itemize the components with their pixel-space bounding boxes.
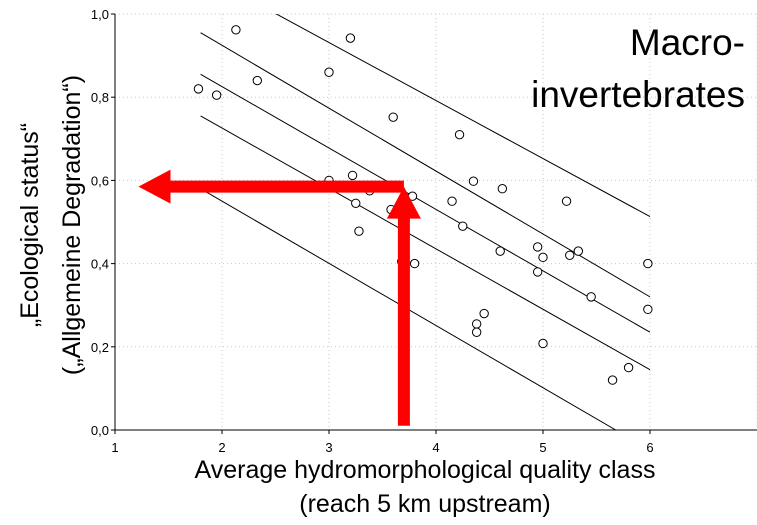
data-point: [471, 319, 482, 329]
y-axis-title-line-2: („Allgemeine Degradation“): [58, 75, 86, 375]
overlay-title-line-2: invertebrates: [531, 74, 745, 115]
y-tick-label: 0,8: [91, 90, 109, 105]
data-point: [447, 196, 457, 206]
grid: [115, 13, 757, 430]
data-point: [252, 75, 263, 86]
data-point: [231, 25, 241, 35]
y-tick-label: 0,6: [91, 173, 109, 188]
data-point: [345, 33, 356, 43]
data-point: [538, 338, 548, 349]
data-point: [347, 170, 358, 181]
regression-lines: [200, 14, 651, 430]
x-axis-title-line-2: (reach 5 km upstream): [299, 490, 550, 518]
y-tick-label: 1,0: [91, 7, 109, 22]
data-point: [479, 308, 489, 319]
x-tick-label: 6: [646, 440, 653, 455]
x-axis-title-line-1: Average hydromorphological quality class: [195, 456, 656, 484]
x-tick-label: 5: [539, 440, 546, 455]
data-point: [409, 258, 420, 269]
red-arrow: [386, 186, 421, 426]
y-tick-label: 0,2: [91, 340, 109, 355]
overlay-title-line-1: Macro-: [630, 22, 745, 63]
data-point: [495, 246, 505, 256]
y-tick-label: 0,0: [91, 423, 109, 438]
data-point: [565, 250, 575, 260]
data-point: [351, 198, 361, 208]
data-point: [623, 362, 634, 373]
annotation-arrows: [138, 169, 421, 426]
data-point: [532, 242, 543, 252]
data-point: [471, 327, 482, 337]
x-tick-label: 3: [325, 440, 332, 455]
data-point: [193, 84, 204, 94]
data-point: [643, 258, 653, 269]
trend-line: [200, 32, 651, 298]
x-tick-label: 2: [218, 440, 225, 455]
data-point: [538, 252, 548, 263]
data-point: [354, 226, 364, 236]
trend-line: [200, 115, 651, 371]
x-tick-label: 1: [111, 440, 118, 455]
data-point: [586, 292, 596, 302]
trend-line: [275, 14, 651, 218]
data-point: [497, 184, 508, 194]
data-point: [532, 267, 543, 277]
data-point: [458, 221, 468, 231]
data-point: [561, 196, 572, 206]
data-point: [211, 90, 222, 100]
data-point: [643, 304, 653, 315]
data-point: [388, 112, 398, 122]
data-point: [607, 375, 618, 385]
y-axis-title-line-1: „Ecological status“: [16, 123, 44, 327]
x-tick-labels: 1 2 3 4 5 6: [111, 430, 654, 455]
data-point: [324, 67, 334, 77]
data-point: [468, 176, 479, 186]
red-arrow: [138, 169, 404, 204]
x-tick-label: 4: [432, 440, 439, 455]
data-point: [454, 129, 465, 140]
y-tick-labels: 0,0 0,2 0,4 0,6 0,8 1,0: [91, 7, 115, 438]
trend-line: [200, 73, 651, 333]
y-tick-label: 0,4: [91, 257, 109, 272]
data-point: [573, 246, 584, 256]
